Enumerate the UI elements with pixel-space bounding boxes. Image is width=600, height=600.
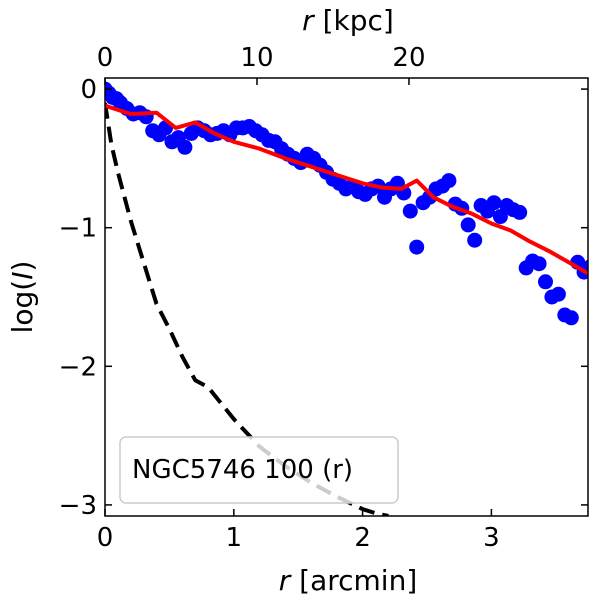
data-point (538, 274, 553, 290)
top-tick-label: 20 (392, 43, 425, 73)
fit-layer (105, 103, 588, 276)
data-point (596, 217, 600, 232)
data-point (486, 195, 502, 211)
y-axis-title-prefix: log( (6, 280, 39, 334)
y-tick-label: −1 (59, 214, 97, 244)
y-tick-label: −2 (59, 352, 97, 382)
data-point (531, 256, 547, 272)
x-tick-label: 0 (97, 523, 114, 553)
top-tick-label: 0 (97, 43, 114, 73)
top-axis-title-symbol: r (302, 4, 315, 37)
x-tick-label: 3 (483, 523, 500, 553)
top-axis-title-unit: [kpc] (314, 4, 394, 37)
data-point (441, 173, 457, 189)
x-axis-title-symbol: r (279, 564, 292, 597)
legend-box (119, 436, 399, 504)
data-point (563, 310, 579, 326)
data-point (460, 217, 476, 233)
y-tick-label: −3 (59, 491, 97, 521)
plot-frame (104, 77, 589, 517)
x-tick-label: 2 (354, 523, 371, 553)
y-tick-label: 0 (80, 75, 97, 105)
top-tick-label: 10 (240, 43, 273, 73)
legend: NGC5746 100 (r) (119, 436, 399, 504)
top-axis-title: r [kpc] (302, 4, 394, 37)
scatter-layer (105, 81, 600, 326)
data-point (409, 239, 425, 255)
y-axis-title: log(I) (6, 261, 39, 334)
legend-label: NGC5746 100 (r) (132, 455, 353, 485)
data-point (402, 203, 418, 219)
data-point (467, 232, 483, 248)
x-tick-label: 1 (226, 523, 243, 553)
y-axis-title-suffix: ) (6, 261, 39, 272)
x-axis-title-unit: [arcmin] (290, 564, 417, 597)
data-point (492, 209, 508, 225)
data-point (177, 139, 193, 155)
data-point (590, 224, 600, 239)
fit-line (105, 103, 588, 276)
y-axis-title-symbol: I (6, 272, 39, 280)
data-point (550, 286, 566, 302)
tick-layer: 0 1 2 3 0 10 20 0 −1 −2 −3 (59, 43, 588, 553)
data-point (512, 204, 528, 220)
x-axis-title: r [arcmin] (279, 564, 418, 597)
